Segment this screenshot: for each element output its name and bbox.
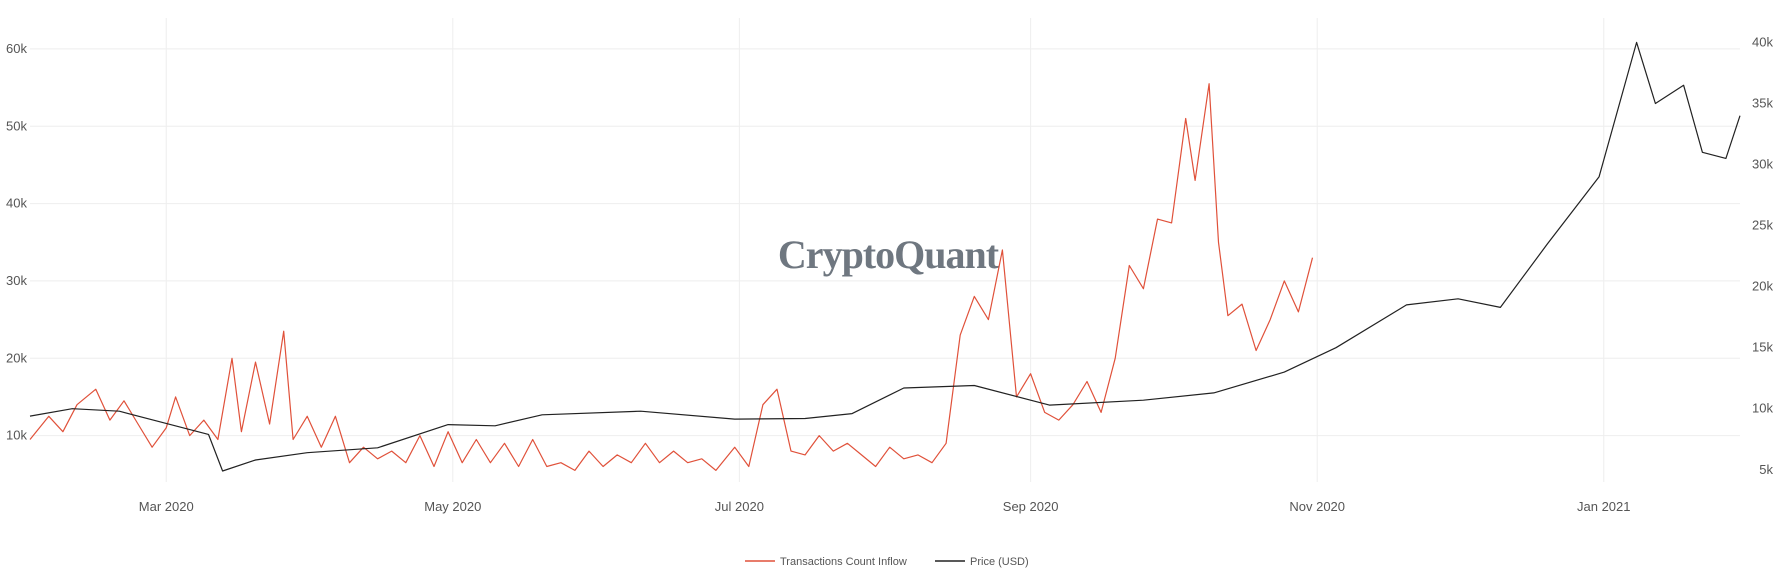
- y-right-tick-label: 15k: [1752, 340, 1773, 355]
- watermark: CryptoQuant: [778, 232, 1000, 277]
- y-left-tick-label: 50k: [6, 118, 27, 133]
- y-right-tick-label: 10k: [1752, 401, 1773, 416]
- legend[interactable]: Transactions Count Inflow Price (USD): [745, 556, 1029, 568]
- grid-lines: [30, 18, 1740, 482]
- price-series-line: [29, 41, 1741, 472]
- y-left-tick-label: 30k: [6, 273, 27, 288]
- y-left-tick-label: 20k: [6, 350, 27, 365]
- legend-label: Transactions Count Inflow: [780, 556, 907, 568]
- legend-item-transactions[interactable]: Transactions Count Inflow: [745, 556, 907, 568]
- y-right-tick-label: 40k: [1752, 34, 1773, 49]
- y-right-tick-label: 25k: [1752, 218, 1773, 233]
- x-tick-label: Mar 2020: [139, 499, 194, 514]
- x-tick-label: Nov 2020: [1289, 499, 1345, 514]
- transactions-series-line: [29, 83, 1314, 471]
- x-tick-label: Jul 2020: [715, 499, 764, 514]
- x-axis: Mar 2020 May 2020 Jul 2020 Sep 2020 Nov 2020…: [139, 499, 1631, 514]
- y-right-tick-label: 5k: [1759, 462, 1773, 477]
- y-right-tick-label: 35k: [1752, 95, 1773, 110]
- y-left-tick-label: 60k: [6, 41, 27, 56]
- y-left-tick-label: 40k: [6, 196, 27, 211]
- y-axis-right: 5k 10k 15k 20k 25k 30k 35k 40k: [1752, 34, 1773, 476]
- y-right-tick-label: 20k: [1752, 279, 1773, 294]
- y-left-tick-label: 10k: [6, 428, 27, 443]
- x-tick-label: Jan 2021: [1577, 499, 1631, 514]
- series-layer: [29, 41, 1741, 472]
- x-tick-label: May 2020: [424, 499, 481, 514]
- y-axis-left: 10k 20k 30k 40k 50k 60k: [6, 41, 27, 443]
- x-tick-label: Sep 2020: [1003, 499, 1059, 514]
- legend-item-price[interactable]: Price (USD): [935, 556, 1029, 568]
- y-right-tick-label: 30k: [1752, 157, 1773, 172]
- legend-label: Price (USD): [970, 556, 1029, 568]
